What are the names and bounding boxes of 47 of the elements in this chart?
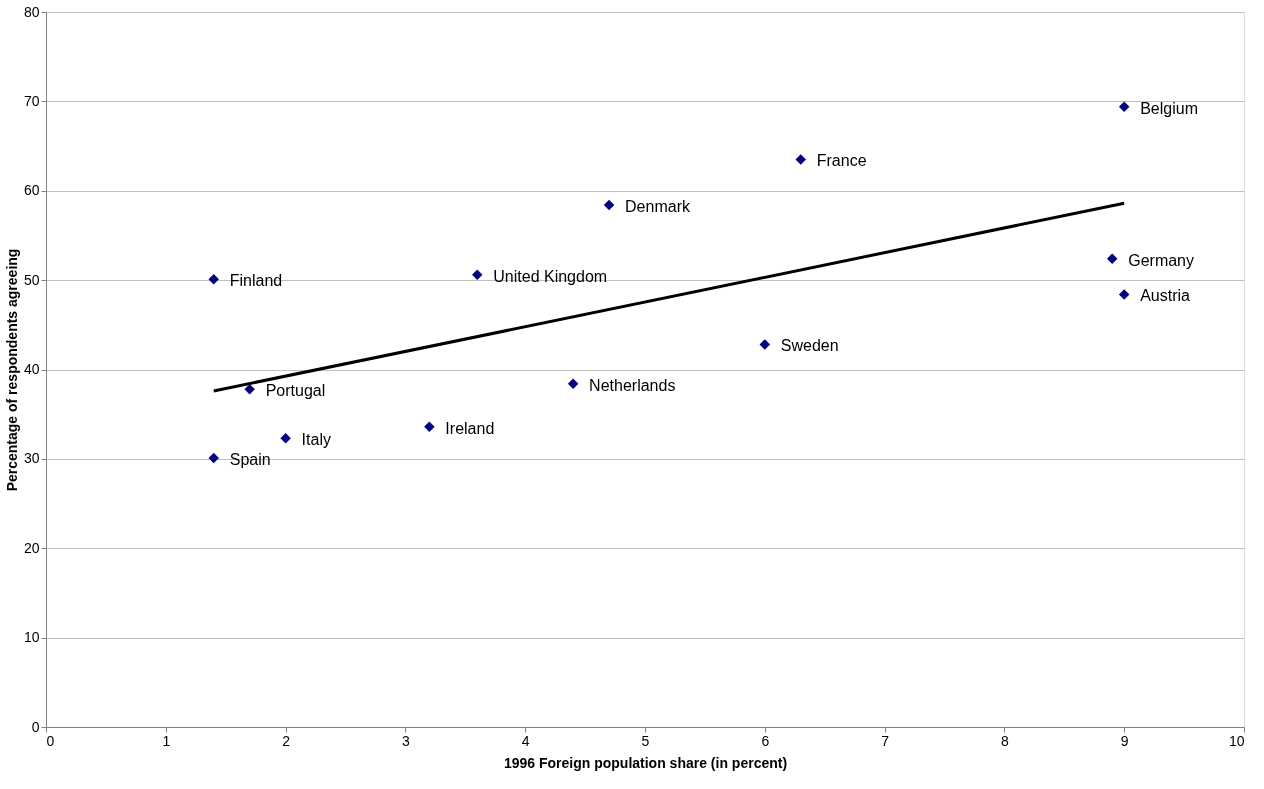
- point: [280, 433, 291, 444]
- y-tick-label: 40: [23, 361, 40, 377]
- point: [1118, 289, 1130, 300]
- annotation: Ireland: [445, 419, 495, 437]
- point: [603, 199, 615, 211]
- annotation: Denmark: [625, 198, 691, 216]
- x-tick-label: 10: [1228, 732, 1245, 749]
- y-tick-label: 0: [31, 718, 40, 735]
- point: [1106, 253, 1118, 264]
- y-tick-label: 70: [23, 92, 40, 109]
- x-axis-title: 1996 Foreign population share (in percent): [503, 754, 788, 771]
- y-tick-label: 10: [23, 629, 40, 646]
- y-axis-title: Percentage of respondents agreeing: [3, 248, 20, 492]
- x-tick-label: 3: [402, 732, 410, 749]
- point: [759, 339, 771, 350]
- y-tick-label: 60: [23, 182, 40, 199]
- point: [424, 421, 435, 432]
- annotation: Netherlands: [589, 376, 676, 394]
- x-tick-label: 7: [881, 732, 890, 749]
- x-tick-label: 6: [761, 732, 770, 749]
- x-tick-label: 0: [46, 732, 55, 749]
- point: [472, 269, 483, 281]
- annotation: Austria: [1140, 287, 1191, 305]
- y-tick-label: 20: [23, 539, 40, 556]
- x-tick-label: 1: [162, 732, 171, 749]
- x-tick-label: 5: [641, 732, 650, 749]
- annotation: Italy: [301, 431, 331, 449]
- y-tick-label: 80: [23, 3, 40, 20]
- annotation: Spain: [229, 450, 271, 468]
- point: [208, 273, 219, 285]
- point: [567, 378, 579, 390]
- annotation: Sweden: [780, 337, 839, 355]
- annotation: United Kingdom: [493, 267, 608, 285]
- x-tick-label: 2: [282, 732, 291, 749]
- annotation: Belgium: [1140, 99, 1199, 117]
- x-tick-label: 4: [521, 732, 530, 749]
- point: [795, 154, 806, 165]
- annotation: France: [816, 152, 867, 170]
- point: [208, 452, 219, 464]
- point: [1118, 101, 1130, 112]
- annotation: Finland: [229, 272, 283, 290]
- annotation: Germany: [1128, 251, 1195, 269]
- x-tick-label: 8: [1001, 732, 1009, 749]
- x-tick-label: 9: [1120, 732, 1129, 749]
- annotation: Portugal: [265, 382, 326, 400]
- y-tick-label: 50: [23, 271, 40, 288]
- y-tick-label: 30: [23, 450, 40, 467]
